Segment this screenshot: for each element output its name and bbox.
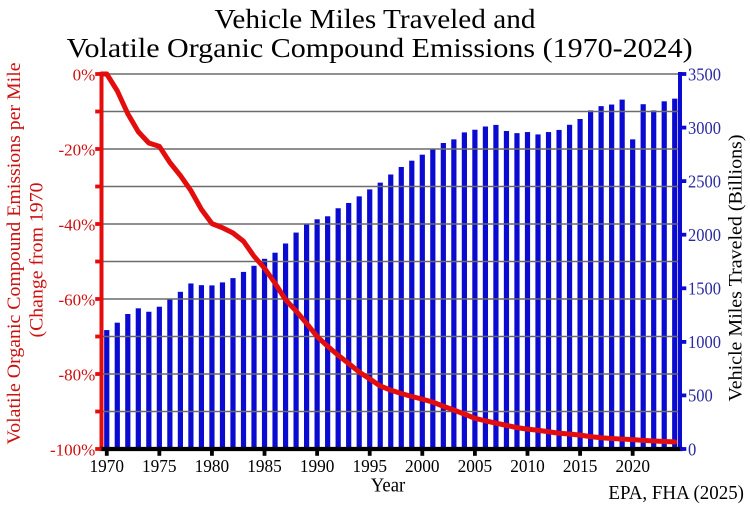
svg-text:1970: 1970	[90, 456, 125, 476]
svg-text:3500: 3500	[688, 64, 721, 84]
svg-text:1975: 1975	[142, 456, 177, 476]
svg-text:1995: 1995	[352, 456, 387, 476]
svg-text:2015: 2015	[563, 456, 598, 476]
svg-text:EPA, FHA (2025): EPA, FHA (2025)	[608, 482, 744, 504]
svg-text:(Change from 1970: (Change from 1970	[27, 183, 48, 338]
svg-text:1000: 1000	[688, 332, 721, 352]
svg-text:Vehicle Miles Traveled (Billio: Vehicle Miles Traveled (Billions)	[726, 135, 747, 402]
svg-text:-100%: -100%	[50, 440, 95, 459]
svg-text:0%: 0%	[73, 65, 96, 84]
svg-text:1990: 1990	[300, 456, 335, 476]
svg-text:Vehicle Miles Traveled and: Vehicle Miles Traveled and	[215, 4, 537, 34]
svg-text:500: 500	[688, 386, 713, 406]
svg-text:2020: 2020	[615, 456, 650, 476]
svg-text:Volatile Organic Compound Emis: Volatile Organic Compound Emissions (197…	[67, 33, 693, 63]
svg-text:Volatile Organic Compound Emis: Volatile Organic Compound Emissions per …	[4, 62, 25, 444]
svg-text:-20%: -20%	[58, 140, 95, 159]
svg-text:1500: 1500	[688, 279, 721, 299]
svg-text:-40%: -40%	[58, 215, 95, 234]
svg-text:2000: 2000	[405, 456, 440, 476]
svg-text:1985: 1985	[247, 456, 282, 476]
svg-text:2010: 2010	[510, 456, 545, 476]
svg-text:-60%: -60%	[58, 290, 95, 309]
svg-text:2500: 2500	[688, 171, 721, 191]
svg-text:2000: 2000	[688, 225, 721, 245]
svg-text:2005: 2005	[458, 456, 493, 476]
svg-text:3000: 3000	[688, 118, 721, 138]
svg-text:0: 0	[688, 439, 697, 459]
svg-text:1980: 1980	[195, 456, 230, 476]
svg-text:Year: Year	[371, 475, 406, 497]
svg-text:-80%: -80%	[58, 365, 95, 384]
